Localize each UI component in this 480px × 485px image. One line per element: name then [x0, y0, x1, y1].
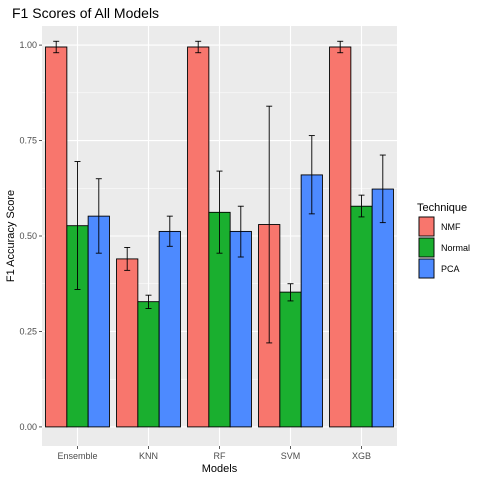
x-axis-label: Models [202, 463, 238, 475]
error-bar-pca-knn [166, 215, 173, 247]
legend-swatch-pca [418, 258, 435, 279]
bar-nmf-xgb [329, 46, 352, 428]
y-tick-label: 0.25 [19, 326, 37, 336]
error-bar-normal-svm [287, 283, 294, 302]
legend: Technique NMF Normal PCA [417, 202, 470, 279]
bar-normal-knn [137, 301, 160, 428]
legend-label-normal: Normal [441, 243, 470, 253]
x-tick-label: XGB [352, 451, 371, 461]
error-bar-nmf-svm [266, 105, 273, 344]
y-tick-label: 0.75 [19, 136, 37, 146]
y-axis-ticks: 0.00 0.25 0.50 0.75 1.00 [19, 40, 42, 432]
error-bar-nmf-ensemble [53, 40, 60, 54]
error-bar-normal-knn [145, 294, 152, 309]
x-tick-label: Ensemble [57, 451, 97, 461]
error-bar-pca-xgb [379, 154, 386, 224]
x-tick-label: SVM [281, 451, 301, 461]
bar-normal-svm [279, 291, 302, 428]
error-bars [53, 40, 386, 344]
error-bar-pca-rf [237, 205, 244, 258]
x-tick-label: RF [214, 451, 226, 461]
bar-nmf-ensemble [45, 46, 68, 428]
y-tick-label: 1.00 [19, 40, 37, 50]
error-bar-nmf-xgb [337, 40, 344, 54]
bars [45, 46, 394, 428]
error-bar-nmf-rf [195, 40, 202, 54]
legend-label-pca: PCA [441, 264, 460, 274]
legend-swatch-normal [418, 237, 435, 258]
error-bar-normal-xgb [358, 194, 365, 218]
legend-title: Technique [417, 202, 467, 214]
bar-pca-rf [229, 230, 252, 428]
bar-pca-xgb [371, 188, 394, 428]
x-tick-label: KNN [139, 451, 158, 461]
legend-swatch-nmf [418, 216, 435, 237]
error-bar-normal-ensemble [74, 161, 81, 290]
y-tick-label: 0.00 [19, 422, 37, 432]
legend-label-nmf: NMF [441, 222, 461, 232]
error-bar-normal-rf [216, 170, 223, 254]
bar-nmf-knn [116, 258, 139, 428]
y-tick-label: 0.50 [19, 231, 37, 241]
x-axis-ticks: Ensemble KNN RF SVM XGB [57, 446, 371, 461]
y-axis-label: F1 Accuracy Score [5, 190, 17, 282]
error-bar-nmf-knn [124, 247, 131, 271]
bar-normal-xgb [350, 205, 373, 428]
bar-pca-knn [158, 230, 181, 428]
error-bar-pca-ensemble [95, 178, 102, 254]
bar-nmf-rf [187, 46, 210, 428]
error-bar-pca-svm [308, 135, 315, 215]
chart-title: F1 Scores of All Models [12, 5, 159, 21]
